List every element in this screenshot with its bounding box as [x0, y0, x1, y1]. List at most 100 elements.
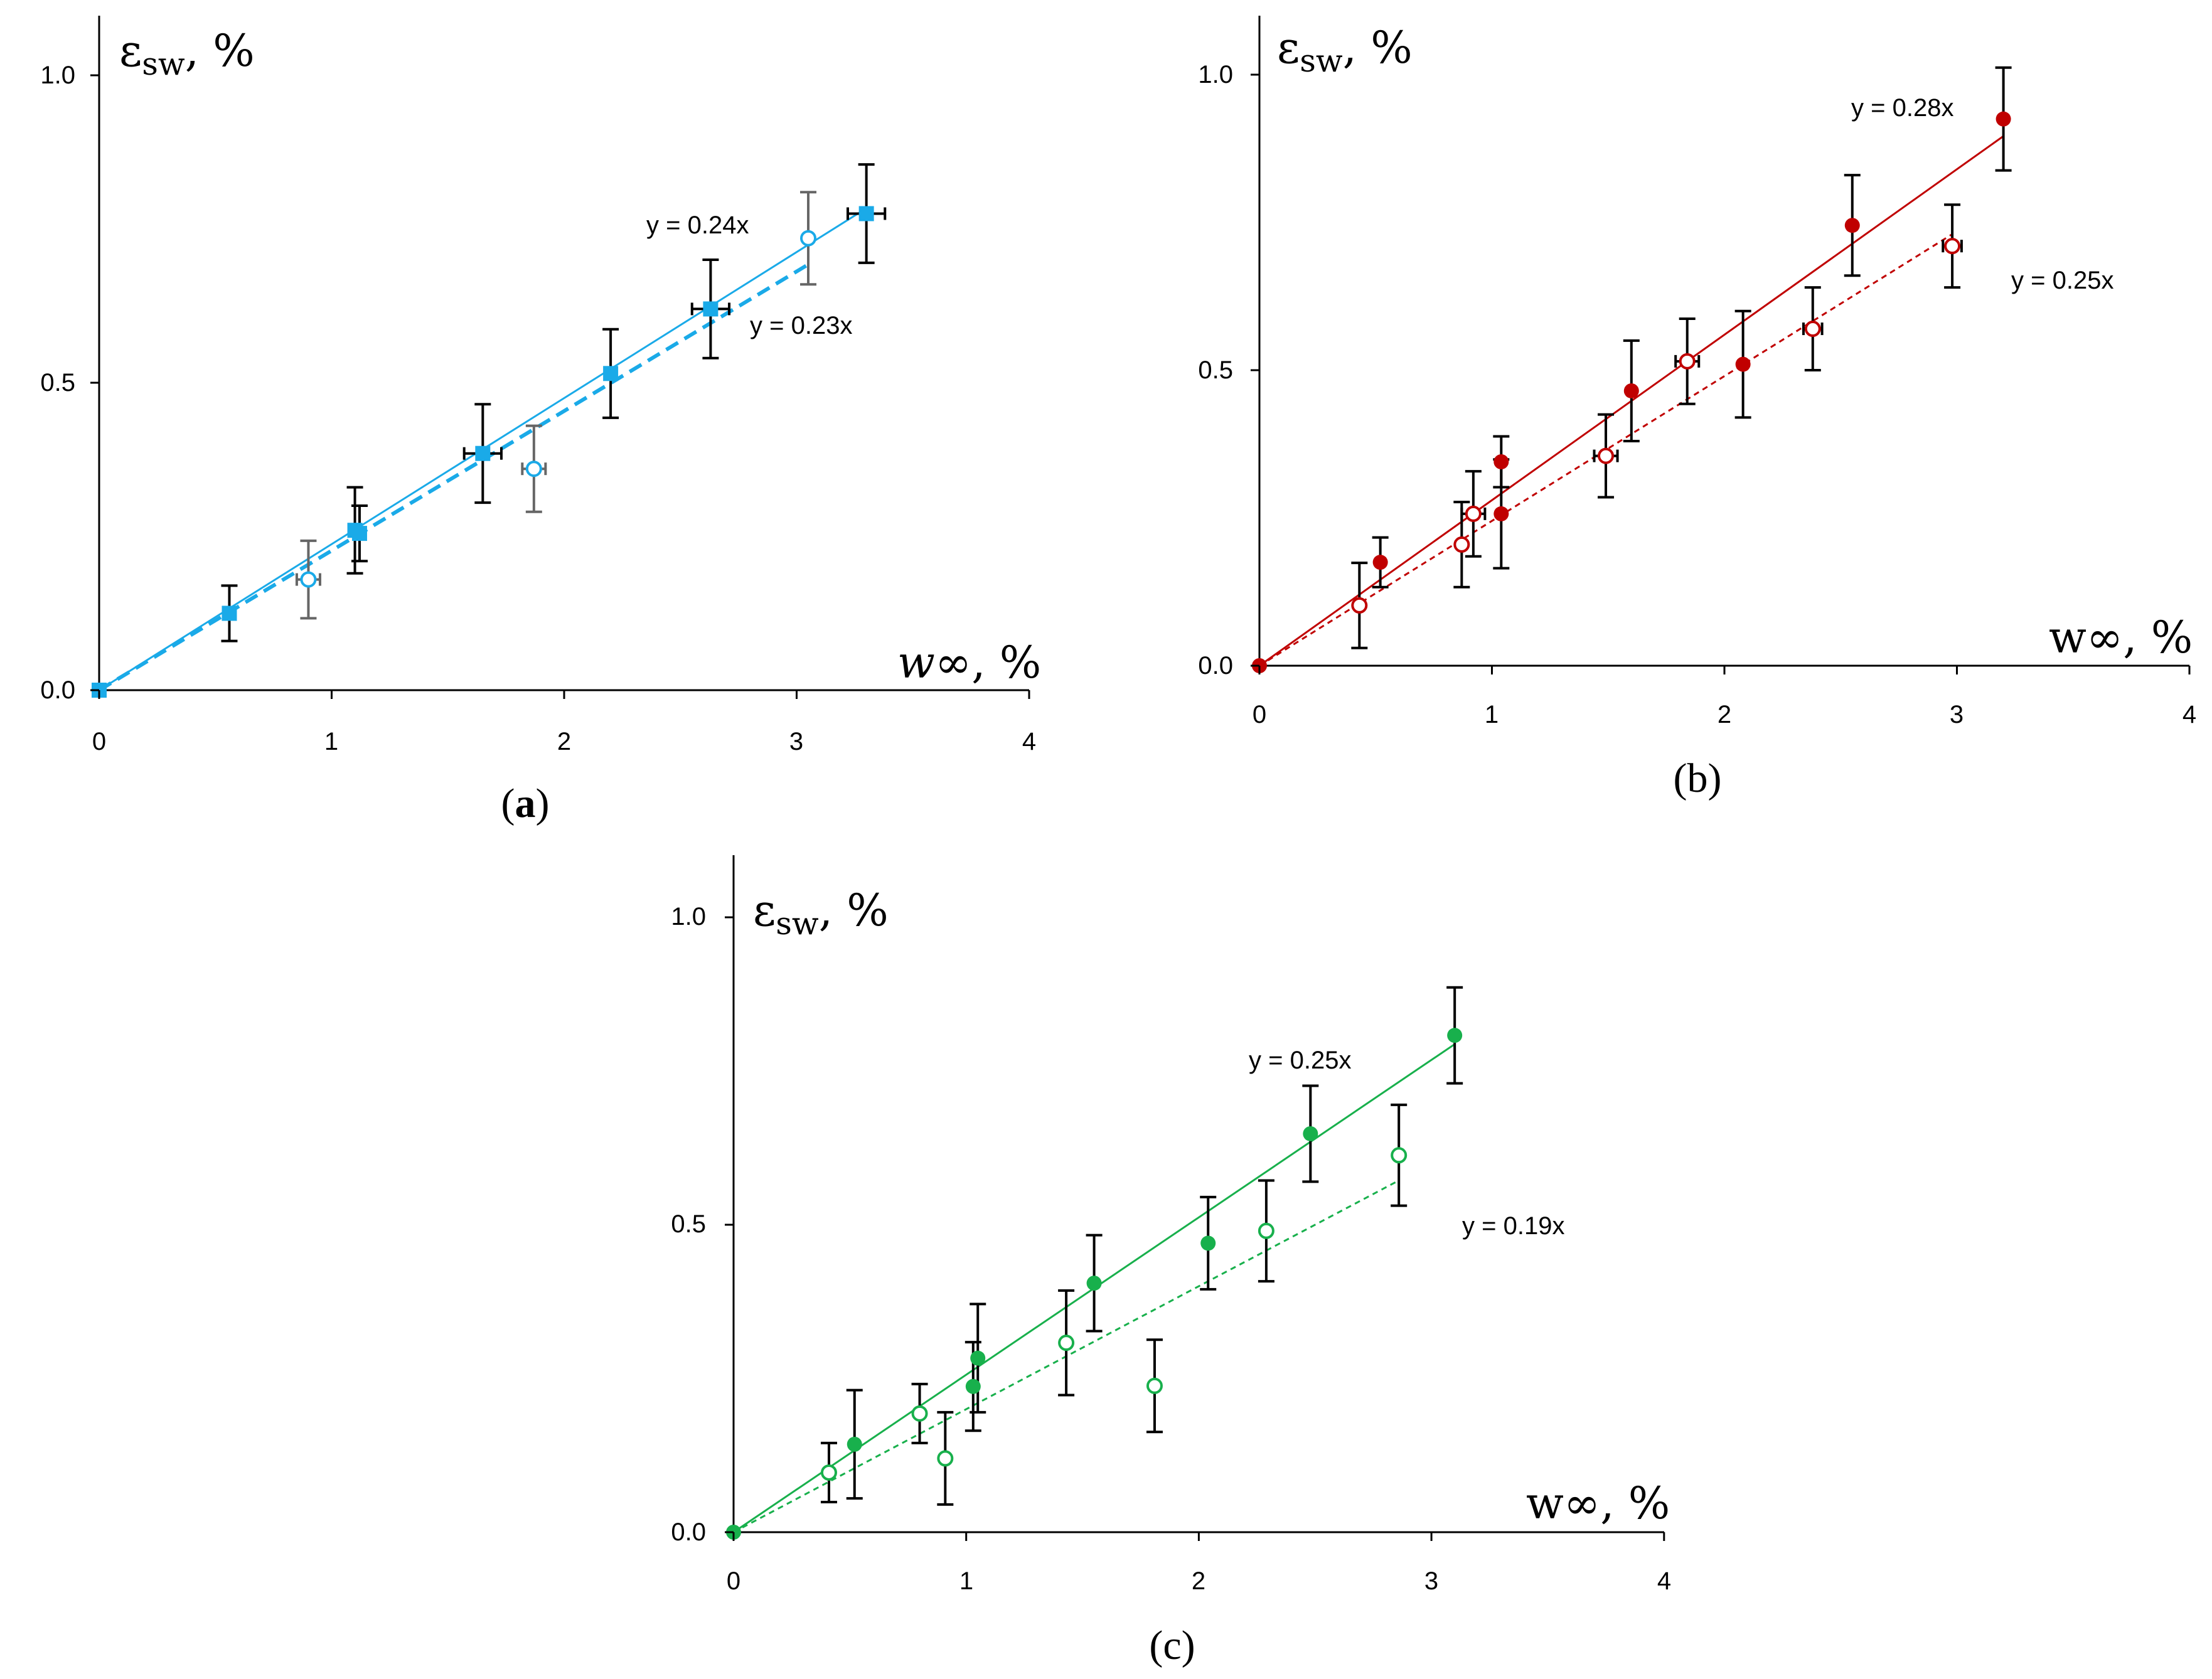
panel-a-open-point-1 [527, 462, 541, 476]
panel-b-fit-label-1: y = 0.28x [1851, 94, 1953, 122]
panel-b-open-point-5 [1806, 322, 1820, 336]
panel-a-xtick-0: 0 [92, 728, 106, 755]
panel-b-xlabel-main: w [2049, 612, 2086, 663]
panel-c-filled-point-3 [970, 1351, 985, 1366]
panel-b-label-open: ( [1674, 755, 1687, 801]
panel-a-error-bars [221, 164, 885, 641]
panel-c-ylabel-suffix: , % [819, 885, 889, 936]
panel-b-open-point-2 [1467, 507, 1480, 521]
panel-c-filled-point-2 [966, 1379, 981, 1394]
panel-c-filled-point-5 [1200, 1235, 1216, 1250]
panel-b-label-close: ) [1708, 755, 1722, 801]
panel-b-xtick-2: 2 [1718, 701, 1731, 728]
panel-a-xlabel-main: w [897, 637, 935, 688]
panel-a: 0.0 0.5 1.0 0 1 2 3 4 εsw, % w∞, % y = 0… [40, 16, 1041, 826]
panel-c-label-close: ) [1182, 1623, 1195, 1668]
panel-b-label: (b) [1674, 755, 1722, 801]
panel-b-xtick-1: 1 [1485, 701, 1499, 728]
panel-b-y-axis-title: εsw, % [1277, 22, 1413, 79]
panel-b-filled-point-4 [1624, 383, 1639, 398]
panel-b-xlabel-suffix: , % [2123, 612, 2193, 663]
panel-a-filled-point-7 [859, 206, 874, 221]
panel-a-xtick-1: 1 [324, 728, 338, 755]
panel-a-xlabel-infinity: ∞ [935, 637, 971, 688]
panel-c: 0.0 0.5 1.0 0 1 2 3 4 εsw, % w∞, % y = 0… [671, 855, 1671, 1668]
panel-b-open-point-4 [1680, 354, 1694, 368]
panel-c-xlabel-main: w [1526, 1478, 1564, 1529]
panel-c-open-point-0 [822, 1466, 836, 1479]
panel-c-open-point-3 [1059, 1336, 1073, 1350]
panel-b-ytick-2: 1.0 [1198, 61, 1233, 88]
panel-c-xtick-4: 4 [1657, 1567, 1671, 1595]
panel-b-xlabel-infinity: ∞ [2086, 612, 2123, 663]
panel-b-fit-label-2: y = 0.25x [2011, 267, 2113, 294]
panel-c-ytick-0: 0.0 [671, 1518, 706, 1546]
panel-c-x-axis-title: w∞, % [1526, 1478, 1670, 1529]
panel-a-filled-point-6 [703, 301, 718, 316]
panel-a-ytick-2: 1.0 [40, 61, 75, 89]
panel-b-ytick-0: 0.0 [1198, 652, 1233, 680]
panel-b-filled-point-3 [1493, 506, 1509, 521]
panel-c-xtick-2: 2 [1192, 1567, 1205, 1595]
panel-c-ytick-2: 1.0 [671, 903, 706, 930]
panel-b-open-point-1 [1455, 538, 1468, 552]
panel-b-filled-point-6 [1845, 218, 1860, 233]
panel-a-label-open: ( [501, 781, 515, 826]
panel-a-xtick-4: 4 [1022, 728, 1036, 755]
panel-c-xlabel-suffix: , % [1600, 1478, 1670, 1529]
panel-c-filled-point-7 [1447, 1028, 1462, 1043]
panel-c-label: (c) [1149, 1623, 1195, 1668]
panel-b-open-point-3 [1599, 449, 1613, 463]
panel-a-filled-point-1 [222, 606, 237, 621]
panel-c-open-point-5 [1259, 1224, 1273, 1238]
panel-b-ytick-1: 0.5 [1198, 356, 1233, 384]
panel-c-fit-label-1: y = 0.25x [1249, 1047, 1351, 1074]
panel-a-ticks [90, 75, 1029, 699]
panel-b-open-point-6 [1945, 239, 1959, 253]
panel-c-xtick-1: 1 [959, 1567, 973, 1595]
panel-b-xtick-3: 3 [1950, 701, 1964, 728]
panel-b-xtick-0: 0 [1253, 701, 1266, 728]
panel-a-label-close: ) [536, 781, 550, 826]
panel-a-xtick-2: 2 [557, 728, 571, 755]
panel-c-xtick-3: 3 [1424, 1567, 1438, 1595]
panel-b-filled-point-2 [1493, 454, 1509, 469]
panel-c-y-axis-title: εsw, % [753, 885, 889, 942]
panel-a-label-letter: a [515, 781, 536, 826]
panel-c-label-letter: c [1163, 1623, 1181, 1668]
panel-b-x-axis-title: w∞, % [2049, 612, 2193, 663]
panel-c-filled-point-4 [1087, 1276, 1102, 1291]
panel-a-filled-point-5 [603, 366, 618, 381]
panel-a-fit-label-2: y = 0.23x [750, 312, 852, 339]
panel-c-open-point-4 [1148, 1379, 1162, 1393]
panel-a-label: (a) [501, 781, 550, 826]
panel-b-ylabel-suffix: , % [1343, 22, 1413, 73]
panel-b: 0.0 0.5 1.0 0 1 2 3 4 εsw, % w∞, % y = 0… [1198, 16, 2196, 801]
panel-a-ytick-0: 0.0 [40, 676, 75, 704]
panel-a-fit-label-1: y = 0.24x [646, 211, 749, 239]
panel-c-open-point-2 [938, 1451, 952, 1465]
panel-a-xlabel-suffix: , % [971, 637, 1041, 688]
panel-a-ylabel-sub: sw [142, 46, 185, 82]
panel-c-open-point-1 [913, 1407, 927, 1420]
panel-a-filled-point-4 [475, 446, 490, 461]
panel-b-filled-point-1 [1373, 555, 1388, 570]
panel-a-y-axis-title: εsw, % [119, 25, 255, 82]
panel-c-error-bars [821, 988, 1463, 1505]
panel-a-xtick-3: 3 [789, 728, 803, 755]
panel-c-ylabel-main: ε [753, 885, 776, 936]
panel-a-ylabel-suffix: , % [185, 25, 255, 77]
panel-a-filled-point-3 [352, 526, 367, 541]
panel-a-fit-line-2 [99, 264, 808, 690]
panel-a-open-point-0 [301, 573, 315, 587]
figure: 0.0 0.5 1.0 0 1 2 3 4 εsw, % w∞, % y = 0… [0, 0, 2212, 1679]
panel-c-xlabel-infinity: ∞ [1564, 1478, 1600, 1529]
panel-c-xtick-0: 0 [727, 1567, 740, 1595]
panel-a-ylabel-main: ε [119, 25, 142, 77]
panel-c-open-point-6 [1392, 1148, 1406, 1162]
panel-c-filled-point-1 [847, 1437, 862, 1452]
panel-b-filled-point-7 [1996, 112, 2011, 127]
panel-a-ytick-1: 0.5 [40, 369, 75, 397]
panel-a-x-axis-title: w∞, % [897, 637, 1041, 688]
panel-b-filled-point-5 [1736, 357, 1751, 372]
